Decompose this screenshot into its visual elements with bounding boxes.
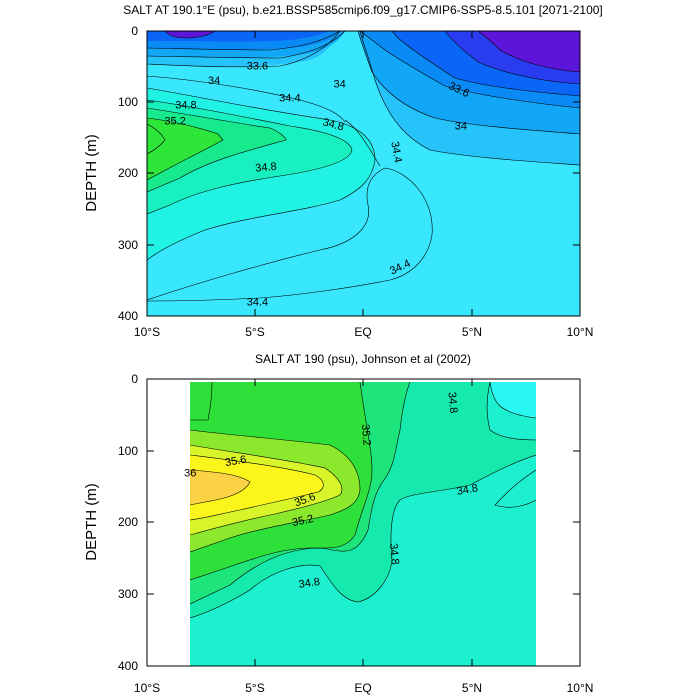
contour-label: 34.8	[175, 100, 196, 112]
y-tick-label: 100	[118, 444, 138, 458]
top-contour-line	[147, 31, 341, 51]
top-fill-upper-west-33.4-33.6	[165, 31, 215, 38]
y-tick-label: 300	[118, 238, 138, 252]
x-tick-label: EQ	[354, 681, 371, 695]
contour-label: 35.2	[164, 115, 185, 127]
x-tick-label: 5°N	[462, 681, 482, 695]
top-contour-line	[147, 117, 224, 181]
bottom-contour-line	[494, 469, 536, 508]
contour-label: 34	[455, 120, 467, 132]
bottom-fill-36.0-36.2	[190, 470, 250, 505]
top-contour-line	[147, 75, 346, 123]
contour-label: 34.8	[321, 116, 345, 133]
x-tick-label: 5°N	[462, 325, 482, 339]
top-contour-line	[147, 31, 346, 59]
top-contour-line	[147, 87, 376, 261]
bottom-contour-line	[190, 444, 343, 536]
x-tick-label: 10°S	[134, 325, 160, 339]
contour-label: 34	[208, 75, 220, 87]
x-tick-label: 10°S	[134, 681, 160, 695]
contour-label: 35.6	[224, 454, 247, 470]
bottom-x-tick-labels: 10°S 5°S EQ 5°N 10°N	[134, 681, 593, 695]
contour-label: 34.8	[456, 482, 479, 498]
bottom-fill-35.2-35.4-nw	[190, 382, 212, 420]
bottom-contour-lines	[190, 382, 536, 619]
top-contour-line	[147, 99, 353, 215]
y-tick-label: 400	[118, 309, 138, 323]
contour-label: 36	[184, 468, 196, 480]
contour-label: 33.6	[247, 61, 268, 73]
y-tick-label: 200	[118, 515, 138, 529]
x-tick-label: 5°S	[245, 681, 264, 695]
x-tick-label: 5°S	[245, 325, 264, 339]
bottom-ticks	[146, 378, 581, 667]
top-panel-title: SALT AT 190.1°E (psu), b.e21.BSSP585cmip…	[123, 3, 603, 17]
y-tick-label: 0	[131, 24, 138, 38]
bottom-contour-line	[190, 382, 373, 581]
bottom-contour-line	[190, 382, 213, 421]
bottom-fill-34.6-34.8-east	[495, 470, 536, 508]
contour-label: 34.8	[255, 161, 277, 175]
top-contour-line	[444, 31, 580, 85]
y-tick-label: 0	[131, 372, 138, 386]
bottom-panel: SALT AT 190 (psu), Johnson et al (2002)	[83, 352, 593, 695]
bottom-contour-line	[190, 429, 361, 553]
contour-label: 34.4	[247, 296, 268, 308]
y-tick-label: 100	[118, 95, 138, 109]
bottom-contour-line	[190, 454, 536, 619]
bottom-fill-34.4-34.6-ne	[490, 382, 536, 418]
x-tick-label: EQ	[354, 325, 371, 339]
contour-label: 35.2	[359, 424, 373, 446]
bottom-salinity-fill	[190, 382, 536, 666]
top-fill-35.4-peak	[147, 124, 165, 154]
top-contour-line	[391, 31, 580, 97]
top-contour-line	[359, 31, 580, 109]
bottom-y-tick-labels: 0 100 200 300 400	[118, 372, 138, 673]
x-tick-label: 10°N	[567, 325, 594, 339]
top-contour-line	[359, 31, 580, 166]
contour-label: 34.4	[279, 93, 300, 105]
contour-label: 34.8	[387, 543, 401, 565]
y-tick-label: 400	[118, 659, 138, 673]
top-x-tick-labels: 10°S 5°S EQ 5°N 10°N	[134, 325, 593, 339]
bottom-contour-line	[486, 382, 536, 441]
top-panel: SALT AT 190.1°E (psu), b.e21.BSSP585cmip…	[83, 3, 603, 339]
contour-label: 34.8	[445, 391, 459, 413]
top-contour-lines	[147, 31, 580, 302]
top-contour-line	[477, 31, 580, 73]
contour-label: 35.2	[291, 513, 314, 529]
top-fill-34.4-34.6-west	[147, 76, 345, 122]
top-contour-line	[147, 107, 287, 193]
y-tick-label: 200	[118, 166, 138, 180]
contour-label: 34.4	[388, 141, 404, 164]
x-tick-label: 10°N	[567, 681, 594, 695]
top-y-ticks	[146, 30, 581, 317]
bottom-contour-line	[190, 469, 251, 506]
top-contour-line	[147, 123, 166, 155]
top-contour-line	[147, 167, 433, 302]
top-contour-line	[164, 31, 216, 39]
bottom-contour-line	[489, 382, 536, 419]
bottom-contour-line	[190, 454, 324, 521]
contour-label: 34	[334, 78, 346, 90]
bottom-panel-title: SALT AT 190 (psu), Johnson et al (2002)	[255, 352, 471, 366]
bottom-y-axis-label: DEPTH (m)	[83, 483, 100, 561]
top-salinity-fill	[147, 31, 580, 316]
top-contour-line	[344, 119, 381, 167]
top-contour-line	[147, 31, 341, 68]
bottom-contour-line	[190, 382, 411, 605]
top-contour-line	[357, 31, 580, 135]
bottom-fill-35.8-36.0	[190, 455, 324, 520]
top-fill-33.2-33.4	[478, 31, 580, 72]
y-tick-label: 300	[118, 587, 138, 601]
top-y-axis-label: DEPTH (m)	[83, 134, 100, 212]
contour-label: 34.8	[298, 576, 321, 591]
top-fill-35.2-35.4	[147, 118, 223, 180]
top-y-tick-labels: 0 100 200 300 400	[118, 24, 138, 323]
